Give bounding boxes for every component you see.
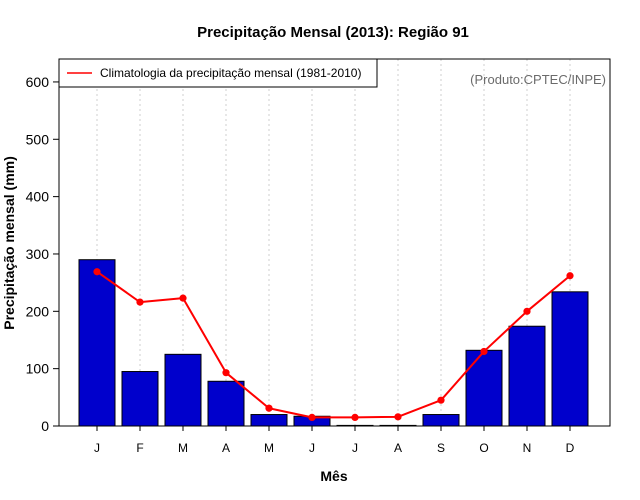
y-tick-label: 500 bbox=[26, 131, 50, 147]
legend-label: Climatologia da precipitação mensal (198… bbox=[100, 66, 361, 80]
x-tick-label: O bbox=[479, 441, 488, 455]
bar-m-3 bbox=[164, 353, 202, 427]
bars bbox=[78, 259, 589, 427]
climatology-point-9 bbox=[437, 396, 445, 404]
chart-title: Precipitação Mensal (2013): Região 91 bbox=[197, 24, 469, 41]
climatology-line bbox=[96, 270, 571, 419]
y-tick-label: 400 bbox=[26, 189, 50, 205]
climatology-line-series bbox=[93, 268, 574, 421]
bar-n-11 bbox=[508, 325, 546, 427]
climatology-point-5 bbox=[265, 404, 273, 412]
y-tick-label: 0 bbox=[41, 418, 49, 434]
bar-a-4 bbox=[207, 380, 245, 427]
climatology-point-2 bbox=[136, 298, 144, 306]
x-tick-label: M bbox=[178, 441, 188, 455]
x-tick-label: J bbox=[352, 441, 358, 455]
climatology-point-1 bbox=[93, 268, 101, 276]
climatology-point-12 bbox=[566, 272, 574, 280]
bar-f-2 bbox=[121, 371, 159, 427]
legend: Climatologia da precipitação mensal (198… bbox=[58, 58, 378, 88]
bar-d-12 bbox=[551, 291, 589, 427]
x-tick-label: J bbox=[309, 441, 315, 455]
bar-m-5 bbox=[250, 414, 288, 427]
y-tick-label: 300 bbox=[26, 246, 50, 262]
x-tick-label: J bbox=[94, 441, 100, 455]
x-tick-label: S bbox=[437, 441, 445, 455]
x-tick-label: F bbox=[136, 441, 143, 455]
legend-box bbox=[58, 58, 378, 88]
climatology-point-4 bbox=[222, 369, 230, 377]
bar-j-1 bbox=[78, 259, 116, 427]
y-axis-label: Precipitação mensal (mm) bbox=[1, 156, 17, 330]
x-tick-label: M bbox=[264, 441, 274, 455]
y-tick-label: 600 bbox=[26, 74, 50, 90]
climatology-point-7 bbox=[351, 413, 359, 421]
x-axis-label: Mês bbox=[320, 468, 347, 484]
credit-annotation: (Produto:CPTEC/INPE) bbox=[470, 72, 606, 87]
y-tick-label: 100 bbox=[26, 361, 50, 377]
x-tick-label: N bbox=[523, 441, 532, 455]
x-tick-label: A bbox=[394, 441, 402, 455]
y-axis: 0 100 200 300 400 500 600 bbox=[26, 74, 59, 434]
y-tick-label: 200 bbox=[26, 303, 50, 319]
x-tick-label: D bbox=[566, 441, 575, 455]
climatology-point-11 bbox=[523, 307, 531, 315]
climatology-point-8 bbox=[394, 413, 402, 421]
climatology-point-6 bbox=[308, 413, 316, 421]
x-tick-label: A bbox=[222, 441, 230, 455]
bar-s-9 bbox=[422, 414, 460, 427]
climatology-point-3 bbox=[179, 294, 187, 302]
grid-lines bbox=[96, 59, 571, 426]
climatology-point-10 bbox=[480, 347, 488, 356]
bar-o-10 bbox=[465, 349, 503, 427]
